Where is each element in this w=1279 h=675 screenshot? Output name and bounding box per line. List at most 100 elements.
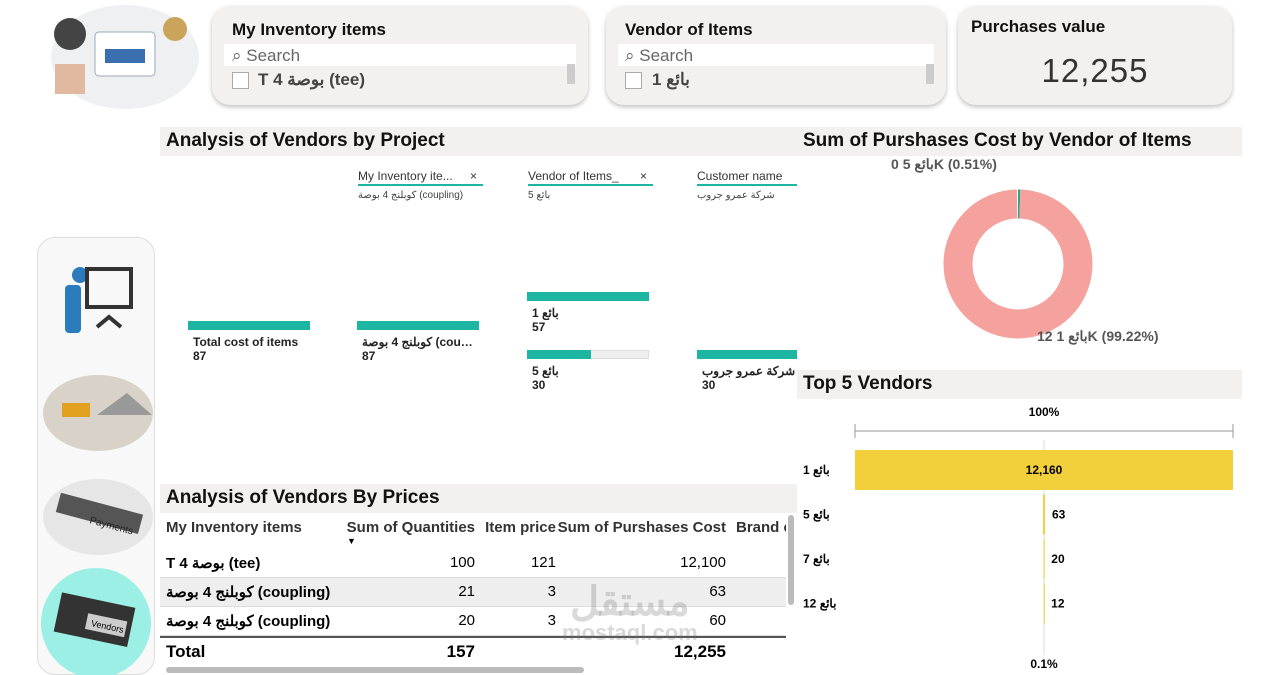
table-cell: 121 <box>530 554 556 571</box>
visual-title: Sum of Purshases Cost by Vendor of Items <box>803 130 1192 151</box>
title-bar: Analysis of Vendors by Project <box>160 127 797 156</box>
vendor-slicer[interactable]: Vendor of Items ⌕ Search بائع 1 <box>606 6 946 105</box>
filter-label: Vendor of Items_ <box>528 169 653 186</box>
filter-remove[interactable]: × <box>470 169 478 183</box>
kpi-card: Purchases value 12,255 <box>958 6 1232 105</box>
scrollbar[interactable] <box>926 64 934 84</box>
column-header[interactable]: Brand c <box>736 519 786 536</box>
visual-title: Analysis of Vendors By Prices <box>166 487 440 508</box>
tree-bar[interactable] <box>527 350 592 359</box>
table-cell: 21 <box>458 583 475 600</box>
category-label: بائع 7 <box>803 552 830 567</box>
table-cell: 60 <box>709 612 726 629</box>
data-table: My Inventory items Sum of Quantities Item … <box>160 512 786 675</box>
donut-slice <box>943 189 1093 339</box>
funnel-bar[interactable] <box>1043 539 1045 579</box>
table-cell: كوبلنج 4 بوصة (coupling) <box>166 613 331 630</box>
table-cell: 3 <box>547 612 556 629</box>
search-text: Search <box>639 46 694 65</box>
slicer-title: My Inventory items <box>232 20 386 39</box>
inventory-slicer[interactable]: My Inventory items ⌕ Search T 4 بوصة (te… <box>212 6 588 105</box>
table-row <box>160 549 786 578</box>
filter-value: بائع 5 <box>528 190 551 201</box>
node-value: 30 <box>702 378 716 392</box>
table-row <box>160 607 786 636</box>
scrollbar[interactable] <box>567 64 575 84</box>
slice-label: بائع 5 0K (0.51%) <box>891 156 997 173</box>
funnel-bar[interactable] <box>855 450 1233 490</box>
scrollbar[interactable] <box>788 515 794 605</box>
category-label: بائع 5 <box>803 508 830 523</box>
nav-project[interactable] <box>65 267 133 333</box>
sort-indicator: ▼ <box>347 536 356 546</box>
table-cell: 20 <box>458 612 475 629</box>
table-cell: 12,100 <box>680 554 726 571</box>
slice-value-label: 12K (99.22%) <box>1037 328 1158 344</box>
tree-bar[interactable] <box>527 292 649 301</box>
nav-site[interactable] <box>43 375 153 451</box>
total-cell: 157 <box>446 642 475 661</box>
funnel-bar[interactable] <box>1043 494 1045 535</box>
category-label: بائع 12 <box>803 597 836 612</box>
card-value: 12,255 <box>1041 52 1149 89</box>
decomposition-tree[interactable]: My Inventory ite... × كوبلنج 4 بوصة (coupl… <box>160 160 797 400</box>
checkbox[interactable] <box>232 72 249 89</box>
slice-label: بائع 1 12K (99.22%) <box>1037 328 1158 345</box>
donut-chart: بائع 5 0K (0.51%) بائع 1 12K (99.22%) <box>891 156 1158 345</box>
slicer-item[interactable]: T 4 بوصة (tee) <box>258 70 365 89</box>
value-label: 12 <box>1051 597 1065 611</box>
scrollbar[interactable] <box>166 667 584 673</box>
watermark-text: مستقل <box>569 580 690 624</box>
search-placeholder: ⌕ Search <box>625 46 694 65</box>
node-label: Total cost of items <box>193 335 299 349</box>
column-header[interactable]: My Inventory items <box>166 519 302 536</box>
watermark: مستقل mostaql.com <box>562 582 698 644</box>
nav-vendors[interactable]: Vendors <box>41 568 151 675</box>
slicer-title: Vendor of Items <box>625 20 753 39</box>
filter-label: My Inventory ite... <box>358 169 483 186</box>
search-box[interactable] <box>224 44 576 66</box>
title-bar: Top 5 Vendors <box>797 370 1242 399</box>
table-row <box>160 578 786 607</box>
column-header[interactable]: Item price <box>485 519 556 536</box>
search-placeholder: ⌕ Search <box>232 46 301 65</box>
table-cell: 3 <box>547 583 556 600</box>
visual-title: Analysis of Vendors by Project <box>166 130 445 151</box>
slicer-item[interactable]: بائع 1 <box>652 70 690 89</box>
funnel-top-label: 100% <box>1029 405 1060 419</box>
logo-image <box>51 5 199 109</box>
nav-icons: Payments Vendors <box>41 267 153 675</box>
category-label: بائع 1 <box>803 463 830 478</box>
total-cell: Total <box>166 642 206 661</box>
node-value: 87 <box>193 349 207 363</box>
tree-bar[interactable] <box>697 350 797 359</box>
table-cell: كوبلنج 4 بوصة (coupling) <box>166 584 331 601</box>
tree-bar[interactable] <box>357 321 479 330</box>
search-text: Search <box>246 46 301 65</box>
value-label: 63 <box>1052 508 1066 522</box>
filter-remove[interactable]: × <box>640 169 648 183</box>
search-box[interactable] <box>618 44 934 66</box>
funnel-bar[interactable] <box>1043 583 1045 624</box>
node-label: بائع 5 <box>532 364 559 378</box>
total-cell: 12,255 <box>674 642 726 661</box>
tree-bar[interactable] <box>188 321 310 330</box>
nav-payments[interactable]: Payments <box>43 479 153 555</box>
checkbox[interactable] <box>625 72 642 89</box>
slice-category: بائع 1 <box>1056 328 1087 345</box>
filter-value: شركة عمرو جروب <box>697 190 775 201</box>
node-label: شركة عمرو جروب <box>702 364 796 378</box>
title-bar: Sum of Purshases Cost by Vendor of Items <box>797 127 1242 156</box>
value-label: 20 <box>1051 552 1065 566</box>
column-header[interactable]: Sum of Purshases Cost <box>557 519 726 536</box>
slice-category: بائع 5 <box>903 156 934 173</box>
node-value: 87 <box>362 349 376 363</box>
visual-title: Top 5 Vendors <box>803 373 933 394</box>
donut-slice <box>943 189 1093 339</box>
column-header[interactable]: Sum of Quantities <box>346 519 475 536</box>
card-title: Purchases value <box>971 17 1106 36</box>
table-cell: 100 <box>449 554 475 571</box>
node-value: 57 <box>532 320 546 334</box>
funnel-chart: 100% بائع 1 12,160 بائع 5 63 بائع 7 20 بائع 12 1… <box>803 405 1234 671</box>
